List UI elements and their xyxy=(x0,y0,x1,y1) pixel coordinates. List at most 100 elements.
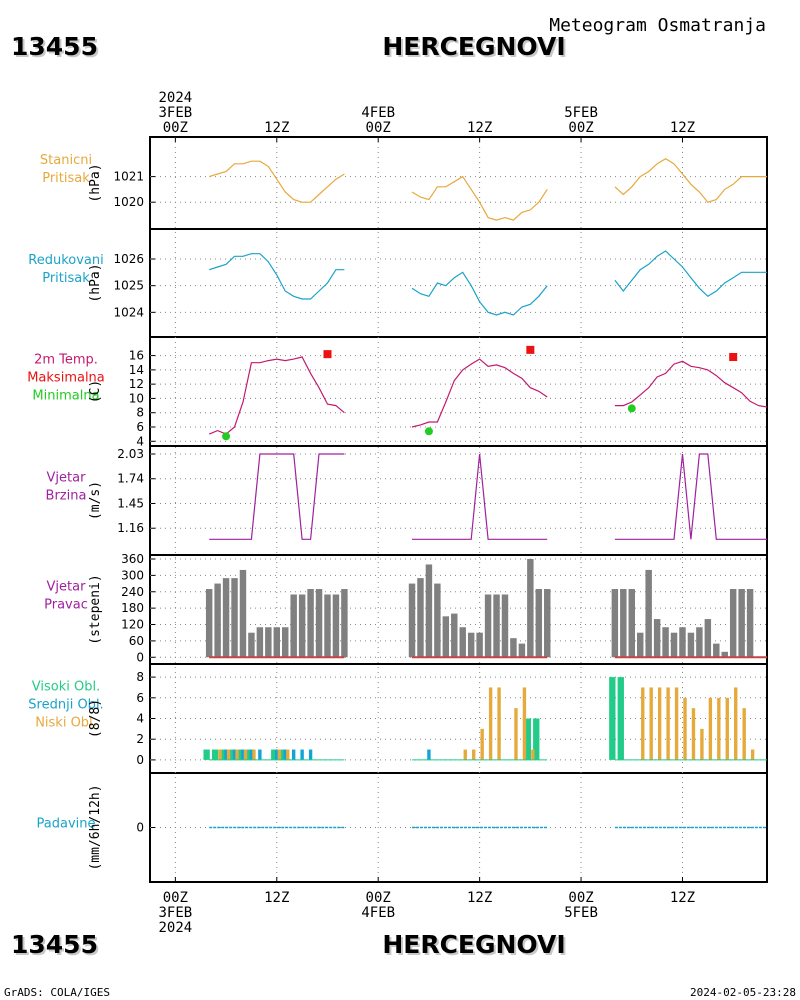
y-tick-label: 60 xyxy=(129,634,144,648)
cloud-bar-2 xyxy=(657,687,662,760)
panel-sea_level_pressure: Redukovani Pritisak(hPa) 1024 1025 1026 xyxy=(28,250,767,319)
wind-direction-bar xyxy=(636,632,644,658)
series-line xyxy=(614,250,767,298)
y-tick-label: 12 xyxy=(129,377,144,391)
wind-direction-bar xyxy=(408,583,416,658)
tmax-marker xyxy=(729,353,738,361)
cloud-bar-2 xyxy=(641,687,645,760)
y-axis-label: (m/s) xyxy=(88,481,103,520)
wind-direction-bar xyxy=(611,589,619,658)
time-label-bottom: 12Z xyxy=(264,890,289,906)
wind-direction-bar xyxy=(476,632,483,658)
wind-direction-bar xyxy=(290,594,297,658)
y-tick-label: 6 xyxy=(136,420,144,434)
y-tick-label: 1.74 xyxy=(117,472,144,486)
y-tick-label: 1020 xyxy=(113,195,144,209)
y-axis-label: (C) xyxy=(88,380,103,403)
y-tick-label: 180 xyxy=(121,601,144,615)
wind-direction-bar xyxy=(434,583,441,658)
cloud-bar-1 xyxy=(308,749,313,760)
wind-direction-bar xyxy=(501,594,509,658)
y-axis-label: (hPa) xyxy=(88,263,103,302)
y-tick-label: 1026 xyxy=(113,252,144,266)
wind-direction-bar xyxy=(544,589,551,658)
wind-direction-bar xyxy=(222,578,230,658)
series-line xyxy=(209,160,345,203)
wind-direction-bar xyxy=(324,594,331,658)
wind-direction-bar xyxy=(298,594,306,658)
tmin-marker xyxy=(627,404,636,413)
panel-label: Pritisak xyxy=(42,171,90,186)
y-tick-label: 10 xyxy=(129,391,144,405)
cloud-bar-1 xyxy=(300,749,304,760)
y-tick-label: 2.03 xyxy=(117,447,144,461)
cloud-bar-2 xyxy=(674,687,679,760)
y-axis-label: (hPa) xyxy=(88,163,103,202)
wind-direction-bar xyxy=(205,589,213,658)
series-line xyxy=(614,453,767,540)
series-line xyxy=(411,271,548,316)
station-name: HERCEGNOVI xyxy=(382,32,565,61)
wind-direction-bar xyxy=(670,632,678,658)
cloud-bar-1 xyxy=(291,749,296,760)
panel-label: Vjetar xyxy=(47,471,87,486)
cloud-bar-2 xyxy=(226,749,231,760)
cloud-bar-0 xyxy=(533,718,540,760)
cloud-bar-1 xyxy=(275,749,279,760)
series-line xyxy=(411,358,548,428)
y-tick-label: 6 xyxy=(136,691,144,705)
cloud-bar-2 xyxy=(531,749,535,760)
series-line xyxy=(208,356,345,435)
plot-frame xyxy=(149,136,768,883)
wind-direction-bar xyxy=(273,627,281,658)
cloud-bar-2 xyxy=(243,749,248,760)
wind-direction-bar xyxy=(535,589,543,658)
y-tick-label: 1024 xyxy=(113,305,144,319)
y-tick-label: 1.16 xyxy=(117,521,144,535)
wind-direction-bar xyxy=(738,589,745,658)
cloud-bar-1 xyxy=(241,749,245,760)
time-label-top: 00Z xyxy=(163,120,188,136)
wind-direction-bar xyxy=(459,627,466,658)
cloud-bar-0 xyxy=(609,677,616,760)
time-label-bottom: 3FEB xyxy=(158,905,192,921)
footer-timestamp: 2024-02-05-23:28 xyxy=(690,986,796,999)
station-id-bottom: 13455 xyxy=(11,930,98,959)
cloud-bar-0 xyxy=(271,749,278,760)
wind-direction-bar xyxy=(256,627,264,658)
cloud-bar-2 xyxy=(700,728,704,760)
time-label-bottom: 12Z xyxy=(670,890,695,906)
panel-label: Redukovani xyxy=(28,253,103,268)
time-label-top: 3FEB xyxy=(158,105,192,121)
cloud-bar-2 xyxy=(235,749,239,760)
cloud-bar-1 xyxy=(283,749,287,760)
cloud-bar-0 xyxy=(228,749,236,760)
wind-direction-bar xyxy=(696,627,703,658)
panel-label: Minimalna xyxy=(32,389,99,404)
cloud-bar-1 xyxy=(258,749,262,760)
wind-direction-bar xyxy=(645,569,652,658)
time-label-top: 12Z xyxy=(264,120,289,136)
cloud-bar-1 xyxy=(427,749,431,760)
y-tick-label: 1025 xyxy=(113,279,144,293)
wind-direction-bar xyxy=(307,589,314,658)
station-name-shadow: HERCEGNOVI xyxy=(384,34,567,63)
station-name-bottom: HERCEGNOVI xyxy=(382,930,565,959)
cloud-bar-2 xyxy=(463,749,467,760)
wind-direction-bar xyxy=(662,627,669,658)
station-name-bottom-shadow: HERCEGNOVI xyxy=(384,932,567,961)
tmin-marker xyxy=(424,427,433,436)
y-tick-label: 2 xyxy=(136,732,144,746)
cloud-bar-1 xyxy=(249,749,254,760)
cloud-bar-2 xyxy=(683,697,687,760)
wind-direction-bar xyxy=(704,619,712,658)
time-label-bottom: 00Z xyxy=(366,890,391,906)
series-line xyxy=(209,453,345,540)
cloud-bar-0 xyxy=(524,718,531,760)
wind-direction-bar xyxy=(265,627,272,658)
wind-direction-bar xyxy=(620,589,627,658)
wind-direction-bar xyxy=(467,632,475,658)
panel-label: Srednji Obl. xyxy=(28,698,103,713)
wind-direction-bar xyxy=(425,564,433,658)
cloud-bar-0 xyxy=(203,749,210,760)
